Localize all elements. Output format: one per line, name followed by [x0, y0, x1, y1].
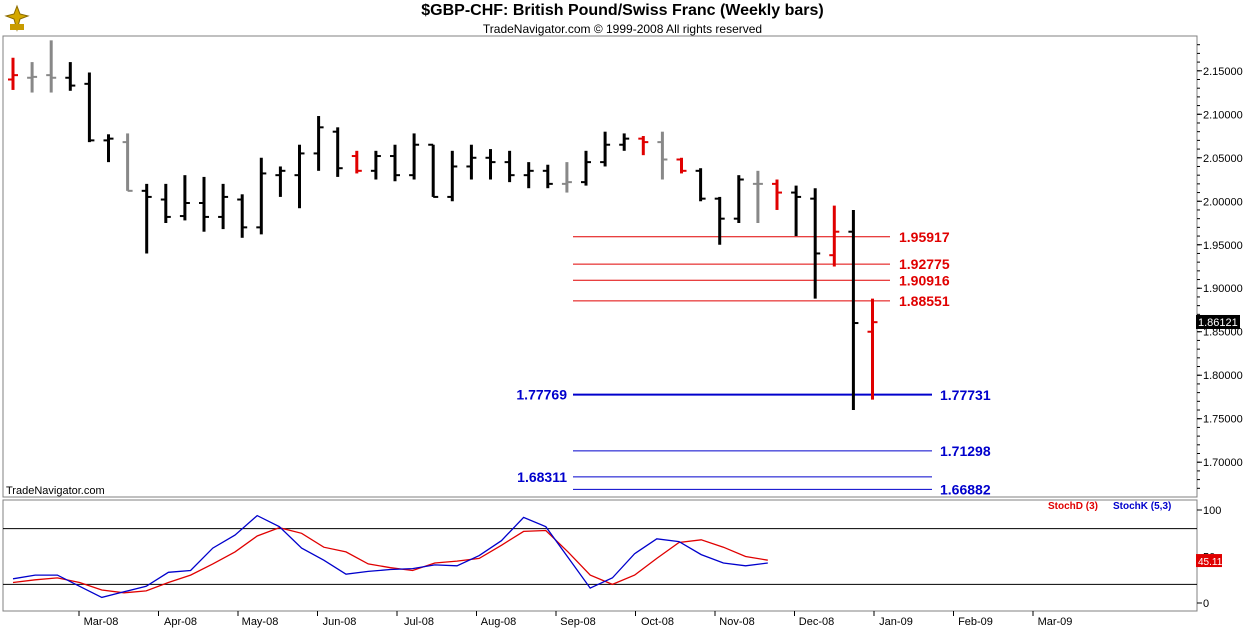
stoch-last-tag	[1196, 554, 1222, 568]
price-panel-frame	[2, 35, 1198, 498]
x-tick-label: Mar-09	[1038, 616, 1073, 628]
stoch-y-tick-label: 100	[1203, 505, 1221, 517]
x-tick-label: May-08	[242, 616, 279, 628]
price-y-tick-label: 1.75000	[1203, 414, 1243, 426]
x-tick-label: Sep-08	[560, 616, 595, 628]
x-tick-label: Oct-08	[641, 616, 674, 628]
chart-title: $GBP-CHF: British Pound/Swiss Franc (Wee…	[421, 2, 824, 19]
fib-level-label: 1.71298	[940, 443, 991, 459]
x-tick-label: Jan-09	[879, 616, 913, 628]
fib-level-label: 1.90916	[899, 272, 950, 288]
stoch-legend-d: StochD (3)	[1048, 501, 1098, 512]
stoch-legend-k: StochK (5,3)	[1113, 501, 1171, 512]
stoch-y-tick-label: 0	[1203, 598, 1209, 610]
x-tick-label: Feb-09	[958, 616, 993, 628]
x-tick-label: Aug-08	[481, 616, 516, 628]
x-tick-label: Jul-08	[404, 616, 434, 628]
watermark-text: TradeNavigator.com	[6, 485, 105, 497]
fib-level-label: 1.88551	[899, 293, 950, 309]
fib-level-label: 1.66882	[940, 481, 991, 497]
stoch-series-line	[12, 514, 768, 599]
fib-level-label: 1.77769	[516, 387, 567, 403]
price-y-tick-label: 2.10000	[1203, 109, 1243, 121]
price-y-tick-label: 1.80000	[1203, 370, 1243, 382]
trade-navigator-logo	[4, 4, 30, 32]
price-y-tick-label: 2.15000	[1203, 66, 1243, 78]
x-tick-label: Jun-08	[323, 616, 357, 628]
x-tick-label: Dec-08	[799, 616, 834, 628]
fib-level-label: 1.77731	[940, 387, 991, 403]
price-y-tick-label: 1.95000	[1203, 240, 1243, 252]
price-y-tick-label: 1.85000	[1203, 327, 1243, 339]
price-y-tick-label: 2.05000	[1203, 153, 1243, 165]
fib-level-label: 1.95917	[899, 229, 950, 245]
stoch-series-line	[12, 527, 768, 594]
fib-level-label: 1.68311	[517, 469, 567, 485]
stoch-last-label: 45.11	[1198, 557, 1223, 568]
x-tick-label: Nov-08	[719, 616, 754, 628]
stoch-panel-frame	[2, 499, 1198, 612]
x-tick-label: Mar-08	[84, 616, 119, 628]
chart-subtitle: TradeNavigator.com © 1999-2008 All right…	[482, 22, 763, 36]
last-price-label: 1.86121	[1198, 317, 1238, 329]
x-tick-label: Apr-08	[164, 616, 197, 628]
price-y-tick-label: 1.70000	[1203, 457, 1243, 469]
price-y-tick-label: 1.90000	[1203, 283, 1243, 295]
last-price-tag	[1196, 314, 1240, 329]
price-y-tick-label: 2.00000	[1203, 196, 1243, 208]
fib-level-label: 1.92775	[899, 256, 950, 272]
